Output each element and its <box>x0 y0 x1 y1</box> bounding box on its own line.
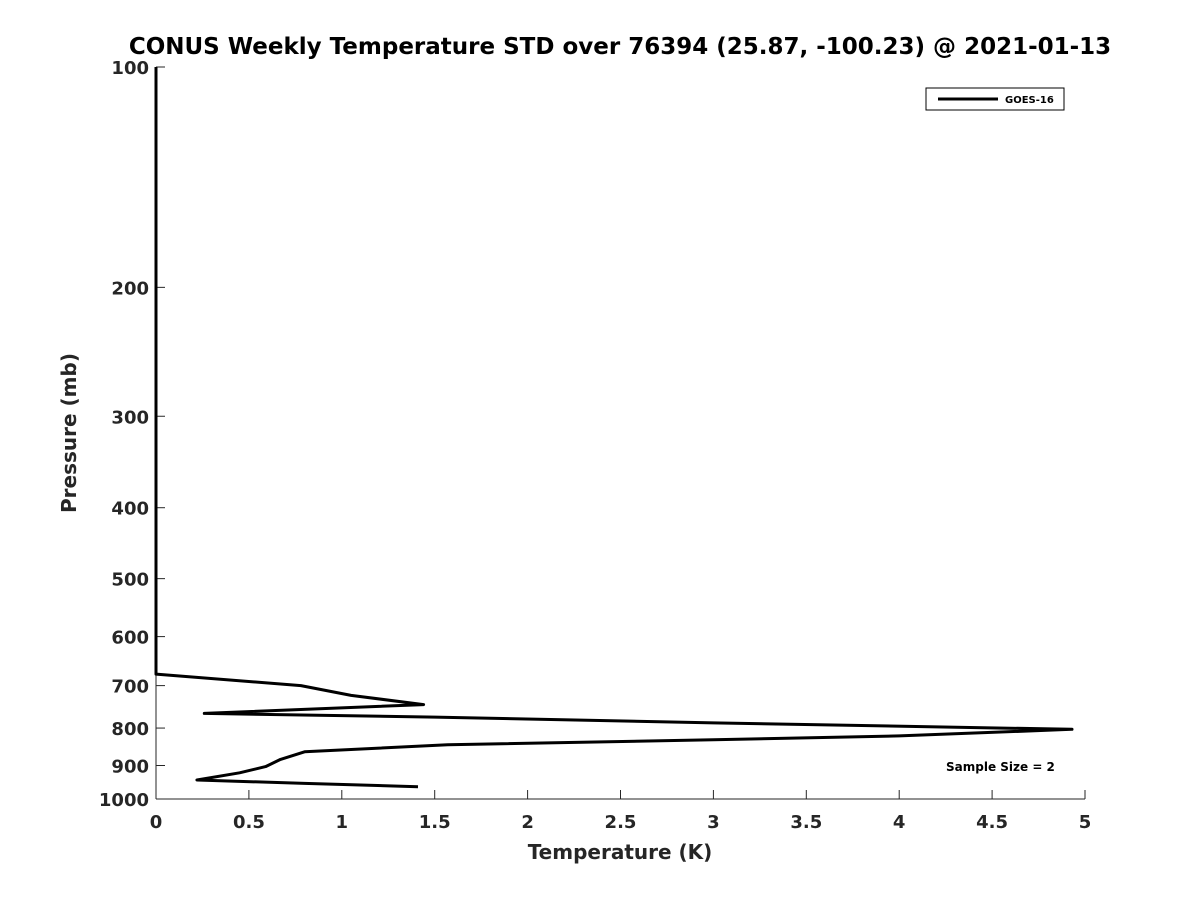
y-tick-label: 300 <box>111 407 149 428</box>
x-tick-label: 0 <box>150 812 163 833</box>
x-tick-label: 4 <box>893 812 906 833</box>
y-tick-label: 500 <box>111 570 149 591</box>
x-tick-label: 2 <box>521 812 534 833</box>
y-tick-label: 200 <box>111 278 149 299</box>
x-tick-label: 5 <box>1079 812 1092 833</box>
x-tick-label: 0.5 <box>233 812 265 833</box>
y-tick-label: 1000 <box>99 790 149 811</box>
series-line-goes-16 <box>154 67 1074 789</box>
legend: GOES-16 <box>925 87 1065 111</box>
x-tick-label: 1 <box>336 812 349 833</box>
legend-label-goes-16: GOES-16 <box>1005 95 1054 106</box>
y-tick-label: 100 <box>111 58 149 79</box>
y-tick-label: 900 <box>111 757 149 778</box>
y-tick-label: 600 <box>111 628 149 649</box>
x-axis-label: Temperature (K) <box>528 840 713 864</box>
chart-title: CONUS Weekly Temperature STD over 76394 … <box>129 34 1111 60</box>
x-tick-label: 3.5 <box>790 812 822 833</box>
x-tick-label: 3 <box>707 812 720 833</box>
axes: 0 0.5 1 1.5 2 2.5 3 3.5 4 4.5 5 100 200 300 400 500 600 7… <box>99 58 1091 833</box>
x-tick-label: 2.5 <box>605 812 637 833</box>
y-tick-label: 700 <box>111 677 149 698</box>
series-layer <box>154 67 1074 789</box>
x-tick-label: 1.5 <box>419 812 451 833</box>
y-tick-label: 800 <box>111 719 149 740</box>
x-tick-label: 4.5 <box>976 812 1008 833</box>
sample-size-annotation: Sample Size = 2 <box>946 760 1055 774</box>
y-axis-label: Pressure (mb) <box>57 353 81 513</box>
y-tick-label: 400 <box>111 499 149 520</box>
